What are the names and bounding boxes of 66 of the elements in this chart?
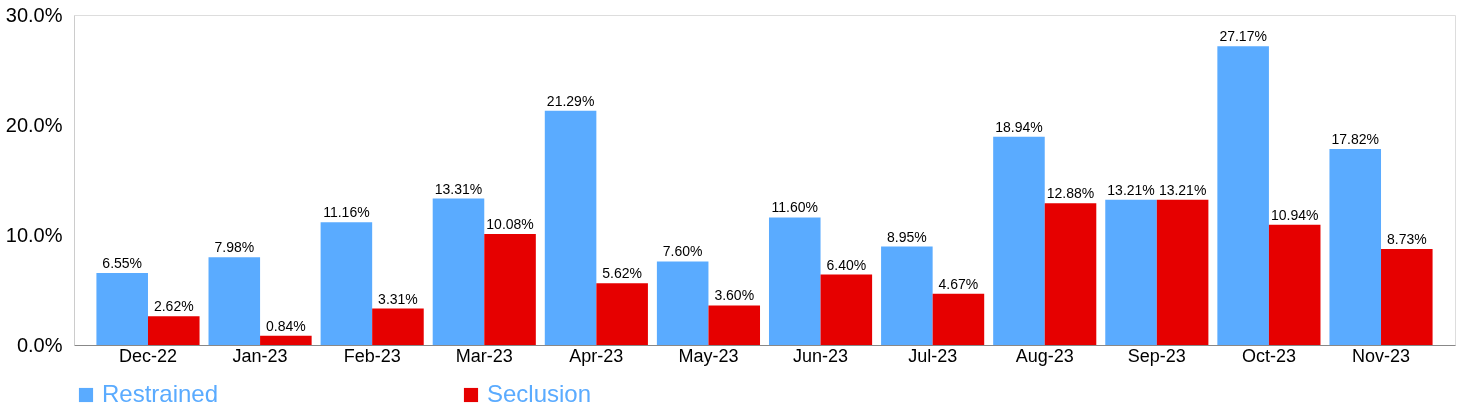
bar <box>596 283 648 345</box>
data-label: 2.62% <box>153 298 194 315</box>
bar <box>932 293 985 345</box>
data-label: 18.94% <box>995 118 1043 135</box>
bar <box>96 272 148 345</box>
data-label: 11.60% <box>771 199 818 216</box>
bar <box>1044 203 1097 345</box>
bar <box>656 261 709 345</box>
x-tick-label: Jun-23 <box>793 345 849 366</box>
data-label: 17.82% <box>1331 130 1379 147</box>
bar <box>1156 199 1209 345</box>
x-tick-label: Sep-23 <box>1127 345 1186 366</box>
bar <box>544 110 597 345</box>
data-label: 5.62% <box>602 265 642 282</box>
x-tick-label: Jan-23 <box>232 345 288 366</box>
data-label: 11.16% <box>323 204 370 221</box>
bar <box>320 222 373 345</box>
data-label: 3.31% <box>378 290 418 307</box>
legend-label: Seclusion <box>487 380 592 407</box>
data-label: 0.84% <box>266 317 306 334</box>
data-label: 10.08% <box>486 216 534 233</box>
x-tick-label: Aug-23 <box>1015 345 1074 366</box>
data-label: 10.94% <box>1270 206 1319 223</box>
bar <box>147 316 200 345</box>
data-label: 8.95% <box>887 228 927 245</box>
bar <box>260 335 312 345</box>
bar <box>372 308 424 345</box>
data-label: 13.21% <box>1158 181 1207 198</box>
data-label: 6.40% <box>826 256 867 273</box>
bar <box>1105 199 1157 345</box>
x-tick-label: Mar-23 <box>455 345 513 366</box>
data-label: 4.67% <box>938 275 979 292</box>
data-label: 6.55% <box>102 254 143 271</box>
bar <box>768 217 821 345</box>
bar <box>820 274 873 345</box>
x-tick-label: May-23 <box>678 345 739 366</box>
legend-label: Restrained <box>102 380 219 407</box>
data-label: 27.17% <box>1219 28 1267 45</box>
data-label: 7.60% <box>662 243 703 260</box>
y-tick-label: 0.0% <box>16 333 63 356</box>
x-tick-label: Oct-23 <box>1241 345 1296 366</box>
bar <box>1381 248 1433 345</box>
bar <box>208 257 261 345</box>
x-tick-label: Dec-22 <box>118 345 177 366</box>
y-tick-label: 20.0% <box>5 113 63 136</box>
bar <box>1268 224 1321 345</box>
data-label: 13.21% <box>1107 181 1155 198</box>
data-label: 12.88% <box>1046 185 1095 202</box>
data-label: 3.60% <box>714 287 755 304</box>
y-tick-label: 10.0% <box>5 223 63 246</box>
x-tick-label: Nov-23 <box>1352 345 1411 366</box>
bar <box>432 198 485 345</box>
data-label: 21.29% <box>546 92 595 109</box>
bar <box>1217 46 1269 345</box>
bar <box>708 305 761 345</box>
bar <box>881 246 933 345</box>
y-tick-label: 30.0% <box>5 3 63 26</box>
bar <box>484 234 536 345</box>
data-label: 13.31% <box>434 180 483 197</box>
bar <box>1329 148 1382 345</box>
data-label: 8.73% <box>1386 230 1427 247</box>
x-tick-label: Apr-23 <box>569 345 624 366</box>
bar <box>993 136 1045 345</box>
x-tick-label: Feb-23 <box>343 345 401 366</box>
x-tick-label: Jul-23 <box>908 345 958 366</box>
data-label: 7.98% <box>214 239 255 256</box>
